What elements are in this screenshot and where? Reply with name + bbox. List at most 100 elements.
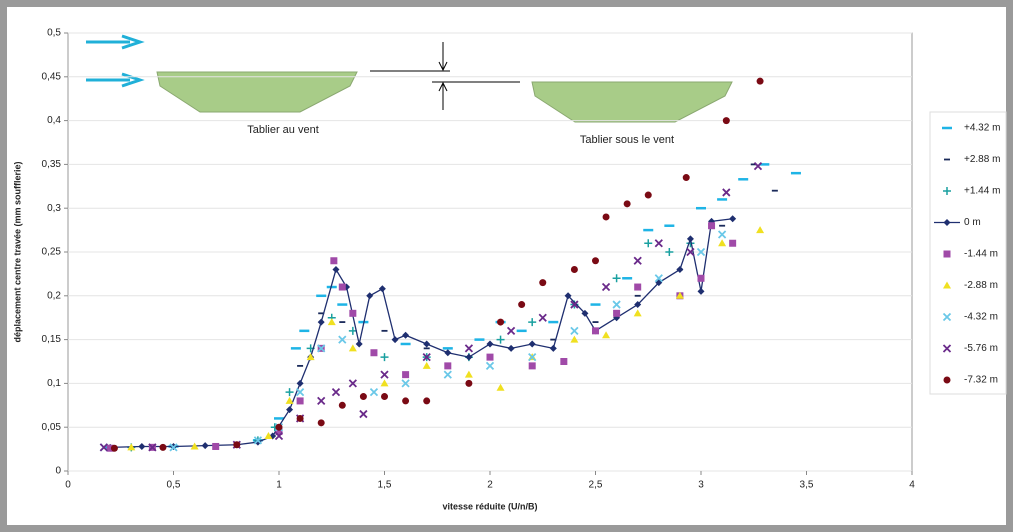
point — [602, 331, 611, 339]
legend-marker — [943, 376, 951, 384]
point — [549, 344, 557, 352]
point — [317, 318, 325, 326]
point — [675, 291, 684, 299]
x-tick-label: 3,5 — [800, 480, 814, 491]
legend-marker — [943, 219, 951, 226]
x-tick-label: 1,5 — [378, 480, 392, 491]
point — [444, 362, 452, 370]
point — [391, 336, 399, 344]
point — [506, 326, 516, 335]
legend-label: -4.32 m — [964, 312, 998, 323]
legend-label: -2.88 m — [964, 280, 998, 291]
point — [380, 370, 389, 379]
point — [190, 442, 199, 450]
point — [306, 353, 315, 361]
point — [338, 335, 347, 344]
point — [507, 344, 515, 352]
x-axis-title: vitesse réduite (U/n/B) — [442, 501, 537, 511]
gap-arrow — [438, 42, 448, 110]
x-tick-label: 2,5 — [589, 480, 603, 491]
y-tick-label: 0,25 — [42, 247, 62, 258]
point — [718, 239, 727, 247]
point — [380, 353, 389, 362]
y-tick-label: 0,35 — [42, 159, 62, 170]
point — [634, 283, 642, 291]
point — [528, 362, 536, 370]
y-tick-label: 0,15 — [42, 334, 62, 345]
point — [722, 117, 730, 125]
legend-label: -1.44 m — [964, 249, 998, 260]
deck-windward — [156, 71, 358, 113]
y-axis-title: déplacement centre travée (mm soufflerie… — [12, 161, 22, 342]
point — [654, 239, 663, 248]
point — [338, 283, 346, 291]
point — [528, 340, 536, 348]
point — [665, 248, 674, 256]
y-tick-label: 0,3 — [47, 203, 61, 214]
point — [422, 361, 431, 369]
point — [539, 279, 547, 287]
legend-marker — [942, 344, 952, 353]
point — [274, 431, 284, 441]
point — [370, 349, 378, 357]
point — [327, 318, 336, 326]
point — [159, 443, 167, 451]
point — [444, 349, 452, 357]
point — [338, 401, 346, 409]
point — [110, 444, 118, 452]
point — [612, 274, 621, 283]
panel — [7, 7, 1006, 525]
point — [378, 285, 386, 293]
point — [106, 444, 114, 452]
point — [613, 309, 621, 317]
point — [570, 335, 579, 343]
point — [296, 397, 304, 405]
x-tick-label: 2 — [487, 480, 493, 491]
point — [518, 301, 526, 309]
point — [602, 213, 610, 221]
point — [633, 309, 642, 317]
point — [201, 442, 209, 450]
point — [253, 436, 263, 445]
point — [601, 282, 611, 292]
point — [696, 247, 706, 257]
point — [423, 340, 431, 348]
legend-label: +4.32 m — [964, 123, 1000, 134]
point — [275, 428, 283, 436]
point — [443, 370, 452, 379]
y-tick-label: 0,2 — [47, 290, 61, 301]
point — [264, 431, 273, 439]
point — [717, 230, 727, 239]
legend-label: +2.88 m — [964, 154, 1000, 165]
y-tick-label: 0,4 — [47, 115, 61, 126]
legend-marker — [943, 187, 951, 195]
point — [402, 331, 410, 339]
point — [528, 352, 537, 362]
point — [233, 441, 241, 449]
point — [654, 274, 663, 283]
point — [570, 326, 579, 335]
legend-marker — [943, 281, 951, 289]
point — [369, 388, 379, 397]
point — [464, 344, 474, 353]
y-tick-label: 0,45 — [42, 71, 62, 82]
point — [644, 191, 652, 199]
x-tick-label: 3 — [698, 480, 704, 491]
point — [633, 256, 642, 265]
point — [317, 419, 325, 427]
point — [349, 309, 357, 317]
point — [592, 257, 599, 265]
x-tick-label: 4 — [909, 480, 915, 491]
point — [330, 257, 338, 265]
y-tick-label: 0 — [55, 466, 61, 477]
y-tick-label: 0,5 — [47, 28, 61, 39]
legend-label: -5.76 m — [964, 343, 998, 354]
point — [401, 379, 410, 388]
diagram — [86, 34, 733, 123]
point — [366, 292, 374, 300]
legend-box — [929, 111, 1007, 395]
point — [422, 352, 431, 362]
point — [148, 443, 157, 452]
point — [295, 388, 305, 397]
